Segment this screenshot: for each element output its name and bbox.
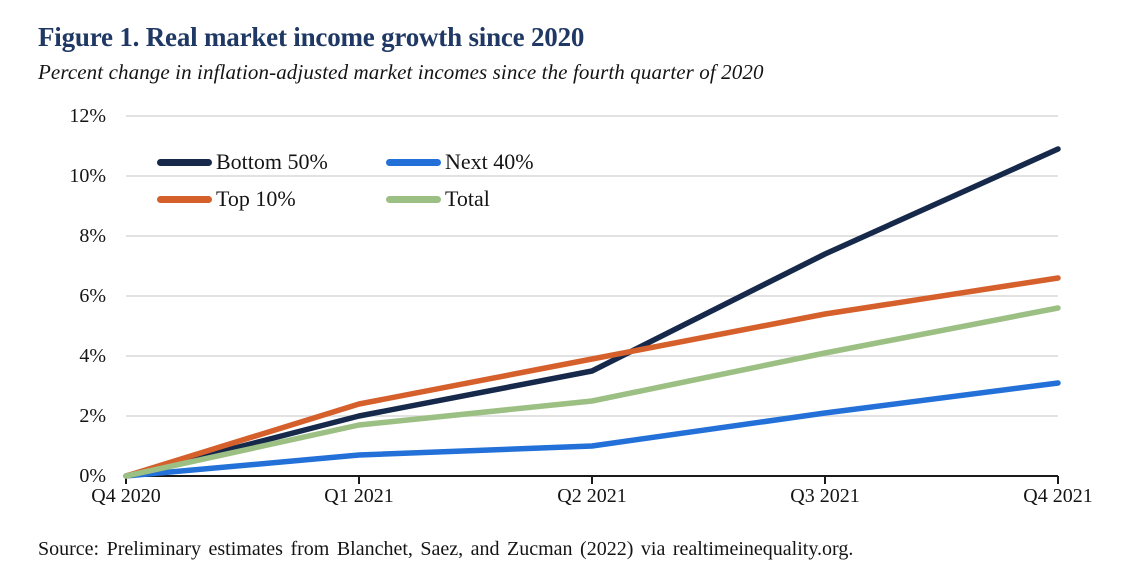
x-tick-label: Q3 2021	[790, 485, 860, 507]
figure-subtitle: Percent change in inflation-adjusted mar…	[38, 60, 764, 84]
legend-label: Bottom 50%	[216, 149, 328, 174]
y-tick-label: 6%	[79, 285, 106, 307]
legend-color-swatch	[386, 158, 441, 166]
legend-item-total: Total	[386, 186, 490, 212]
y-tick-label: 4%	[79, 345, 106, 367]
source-note: Source: Preliminary estimates from Blanc…	[38, 538, 854, 560]
y-tick-label: 10%	[69, 165, 106, 187]
legend-color-swatch	[386, 195, 441, 203]
gridlines-group	[126, 115, 1058, 417]
series-line-bottom-50-	[123, 146, 1061, 479]
legend-label: Next 40%	[445, 149, 534, 174]
x-axis	[125, 475, 1059, 484]
x-tick-label: Q1 2021	[324, 485, 394, 507]
legend-label: Total	[445, 186, 490, 211]
y-tick-label: 0%	[79, 465, 106, 487]
legend-label: Top 10%	[216, 186, 296, 211]
x-tick-label: Q2 2021	[557, 485, 627, 507]
legend-color-swatch	[157, 158, 212, 166]
figure-title: Figure 1. Real market income growth sinc…	[38, 22, 585, 52]
y-tick-label: 12%	[69, 105, 106, 127]
series-line-next-40-	[123, 380, 1061, 479]
x-tick-label: Q4 2021	[1023, 485, 1093, 507]
legend-color-swatch	[157, 195, 212, 203]
legend-item-bottom-50-: Bottom 50%	[157, 149, 328, 175]
legend-item-next-40-: Next 40%	[386, 149, 534, 175]
y-tick-label: 8%	[79, 225, 106, 247]
series-line-top-10-	[123, 275, 1061, 479]
series-line-total	[123, 305, 1061, 479]
x-tick-label: Q4 2020	[91, 485, 161, 507]
legend-item-top-10-: Top 10%	[157, 186, 296, 212]
y-tick-label: 2%	[79, 405, 106, 427]
